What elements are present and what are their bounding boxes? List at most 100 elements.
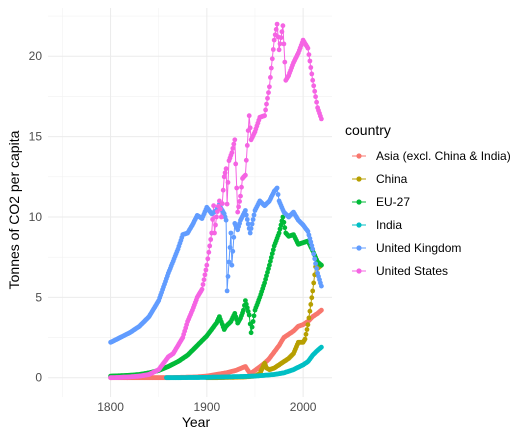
point-china — [303, 331, 309, 337]
point-united-states — [274, 21, 280, 27]
x-tick-labels: 1800 1900 2000 — [97, 400, 317, 414]
point-united-states — [232, 137, 238, 143]
point-united-states — [220, 187, 226, 193]
point-united-states — [262, 113, 267, 119]
y-tick-label: 15 — [29, 130, 43, 144]
point-united-kingdom — [308, 239, 314, 245]
point-united-states — [308, 65, 314, 70]
legend-key-point — [356, 176, 362, 182]
point-india — [319, 344, 324, 350]
point-eu-27 — [269, 251, 275, 256]
point-united-states — [229, 150, 235, 156]
point-united-kingdom — [311, 251, 317, 257]
point-united-kingdom — [247, 230, 253, 236]
point-united-states — [205, 256, 211, 262]
point-united-kingdom — [228, 230, 234, 236]
point-united-states — [207, 243, 213, 249]
point-united-states — [266, 90, 271, 95]
point-eu-27 — [251, 313, 257, 319]
point-united-states — [263, 107, 268, 113]
point-united-states — [278, 35, 284, 41]
point-united-states — [212, 230, 217, 236]
point-united-kingdom — [223, 217, 229, 223]
point-united-states — [246, 113, 252, 119]
point-united-states — [204, 262, 210, 268]
point-united-states — [213, 222, 218, 228]
point-china — [308, 302, 314, 307]
point-united-states — [244, 143, 250, 148]
point-china — [307, 308, 313, 314]
point-united-kingdom — [230, 248, 236, 254]
point-united-kingdom — [224, 288, 230, 294]
legend-label: United Kingdom — [376, 241, 461, 255]
legend-key-point — [356, 199, 362, 205]
point-united-states — [235, 209, 241, 215]
point-united-states — [264, 101, 269, 107]
y-tick-label: 5 — [35, 290, 42, 304]
point-united-states — [214, 214, 219, 220]
point-united-states — [280, 23, 286, 29]
point-united-kingdom — [226, 259, 232, 265]
point-eu-27 — [262, 280, 267, 286]
legend-label: India — [376, 218, 402, 232]
point-united-states — [222, 170, 228, 176]
point-united-states — [236, 204, 242, 210]
point-eu-27 — [267, 262, 272, 268]
point-china — [310, 288, 316, 294]
x-tick-label: 1900 — [193, 400, 220, 414]
legend-item-china: China — [352, 172, 408, 186]
point-eu-27 — [281, 219, 287, 225]
point-united-kingdom — [305, 229, 311, 234]
point-united-states — [268, 75, 273, 80]
point-united-kingdom — [310, 246, 316, 252]
point-united-states — [217, 206, 223, 212]
point-united-states — [199, 286, 205, 292]
point-united-states — [208, 237, 214, 242]
point-united-kingdom — [249, 221, 255, 227]
point-united-states — [238, 193, 243, 199]
legend-key-point — [356, 245, 362, 251]
point-united-states — [234, 185, 240, 191]
point-china — [304, 327, 310, 332]
point-united-states — [268, 65, 274, 71]
point-united-states — [265, 95, 270, 101]
point-eu-27 — [241, 307, 246, 313]
point-eu-27 — [282, 225, 288, 231]
point-united-states — [225, 180, 231, 185]
point-united-kingdom — [314, 266, 319, 271]
point-united-kingdom — [274, 185, 280, 191]
point-eu-27 — [245, 309, 251, 314]
point-united-states — [233, 161, 239, 167]
point-eu-27 — [319, 262, 324, 268]
point-eu-27 — [268, 258, 273, 264]
point-united-states — [267, 84, 272, 90]
point-china — [306, 315, 312, 321]
point-eu-27 — [248, 330, 254, 336]
point-united-states — [311, 83, 317, 89]
legend-label: Asia (excl. China & India) — [376, 149, 511, 163]
legend-item-india: India — [352, 218, 402, 232]
legend-key-point — [356, 268, 362, 274]
point-eu-27 — [244, 305, 250, 311]
series-line-eu-27 — [110, 216, 322, 377]
point-china — [302, 336, 308, 342]
point-united-states — [231, 141, 237, 147]
point-united-states — [219, 201, 225, 207]
legend-label: United States — [376, 264, 448, 278]
point-united-states — [281, 41, 287, 47]
point-united-kingdom — [243, 212, 249, 218]
legend-key-point — [356, 222, 362, 228]
legend-item-eu-27: EU-27 — [352, 195, 410, 209]
point-eu-27 — [249, 324, 255, 330]
point-united-kingdom — [243, 208, 248, 213]
point-united-kingdom — [229, 262, 235, 268]
point-united-states — [277, 41, 283, 47]
point-eu-27 — [243, 298, 248, 303]
legend: country Asia (excl. China & India) China E… — [345, 122, 511, 278]
legend-label: China — [376, 172, 408, 186]
legend-title: country — [345, 122, 391, 138]
point-united-states — [202, 272, 208, 278]
y-axis-title: Tonnes of CO2 per capita — [6, 130, 22, 289]
point-united-states — [309, 71, 315, 77]
point-united-states — [210, 217, 216, 222]
